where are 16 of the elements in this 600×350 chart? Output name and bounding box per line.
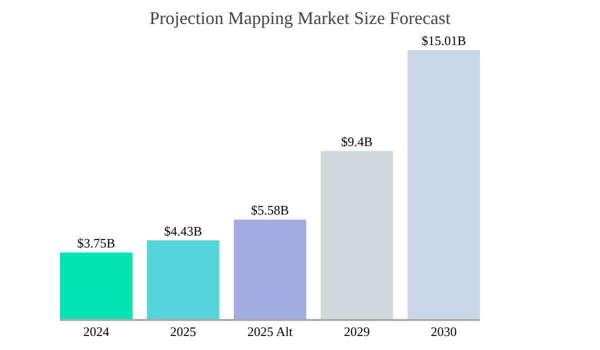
data-label: $9.4B [341, 134, 373, 149]
x-tick-label: 2029 [344, 324, 370, 339]
data-label: $3.75B [77, 236, 116, 251]
x-tick-label: 2025 [170, 324, 196, 339]
x-tick-label: 2024 [83, 324, 110, 339]
bar [408, 50, 480, 320]
bar [320, 150, 394, 320]
bar [146, 240, 220, 320]
data-label: $4.43B [164, 223, 202, 238]
x-tick-label: 2025 Alt [247, 324, 293, 339]
bar [234, 220, 306, 320]
data-label: $5.58B [251, 202, 290, 218]
data-label: $15.01B [422, 33, 466, 48]
chart-title: Projection Mapping Market Size Forecast [150, 8, 450, 28]
bar [60, 252, 132, 320]
x-tick-label: 2030 [430, 324, 457, 339]
